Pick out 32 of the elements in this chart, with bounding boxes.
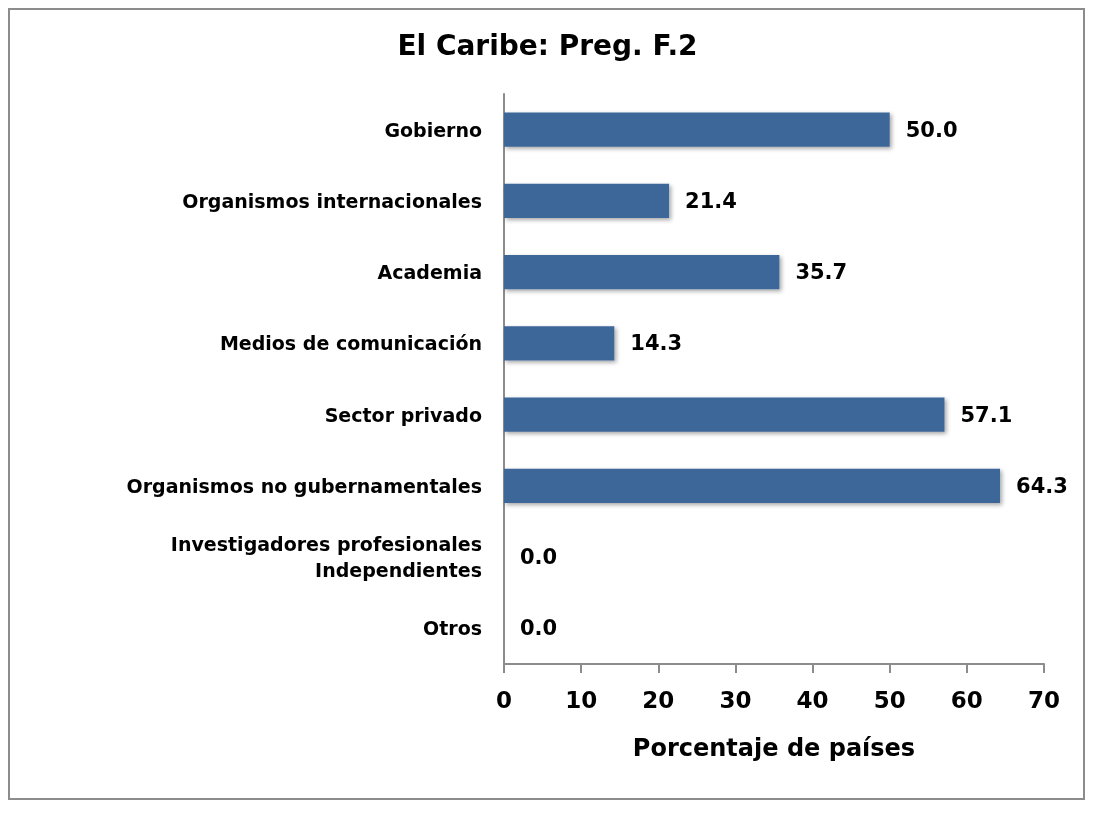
x-tick-label: 10 (565, 686, 598, 713)
chart-title: El Caribe: Preg. F.2 (397, 28, 698, 62)
data-label: 35.7 (795, 260, 848, 285)
x-tick-label: 40 (796, 686, 829, 713)
y-tick-label: Gobierno (384, 118, 482, 141)
x-tick-label: 50 (873, 686, 906, 713)
data-label: 0.0 (520, 616, 558, 641)
x-tick-label: 0 (495, 686, 513, 713)
y-tick-label: Medios de comunicación (219, 332, 482, 355)
bar (504, 112, 890, 147)
y-tick-label: Academia (377, 261, 482, 284)
data-label: 64.3 (1016, 473, 1068, 498)
bar (504, 255, 780, 290)
x-axis-title: Porcentaje de países (632, 734, 916, 762)
bar (504, 468, 1001, 503)
data-label: 14.3 (630, 331, 683, 356)
bar (504, 183, 670, 218)
x-tick-label: 70 (1027, 686, 1061, 713)
data-label: 57.1 (960, 402, 1013, 427)
y-tick-label: Organismos internacionales (182, 189, 482, 212)
data-label: 0.0 (520, 545, 558, 570)
data-label: 21.4 (685, 188, 737, 213)
bar (504, 326, 615, 361)
bar (504, 397, 945, 432)
data-label: 50.0 (905, 117, 958, 142)
x-tick-label: 20 (642, 686, 675, 713)
y-tick-label: Investigadores profesionales Independientes (170, 533, 482, 582)
y-tick-label: Sector privado (324, 403, 482, 426)
x-tick-label: 30 (719, 686, 752, 713)
x-tick-label: 60 (950, 686, 983, 713)
y-tick-label: Otros (423, 617, 482, 640)
y-tick-label: Organismos no gubernamentales (126, 474, 482, 497)
